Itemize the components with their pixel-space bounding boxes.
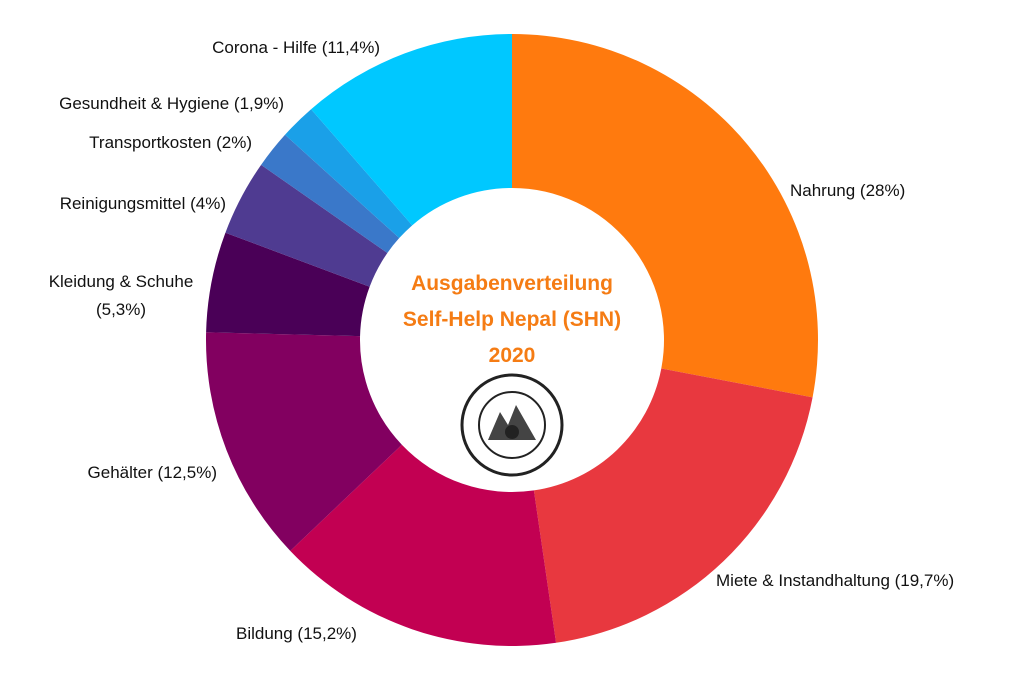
segment-label: Bildung (15,2%) [236,624,357,643]
chart-title: Ausgabenverteilung Self-Help Nepal (SHN)… [402,272,622,367]
logo [460,373,564,477]
segment-label: Kleidung & Schuhe (5,3%) [48,272,194,319]
segment-label: Gehälter (12,5%) [87,463,217,482]
segment-label: Gesundheit & Hygiene (1,9%) [59,94,284,113]
donut-segment [311,33,512,226]
donut-segment [225,164,388,287]
segment-label: Corona - Hilfe (11,4%) [212,38,380,57]
donut-segment [512,34,818,398]
donut-segment [533,368,813,643]
segment-label: Reinigungsmittel (4%) [59,194,226,213]
donut-segment [206,232,370,337]
donut-segment [285,109,413,239]
segment-label: Miete & Instandhaltung (19,7%) [716,571,955,590]
segment-label: Transportkosten (2%) [89,133,252,152]
donut-segment [206,332,402,551]
donut-segment [290,444,557,646]
segment-label: Nahrung (28%) [790,181,906,200]
donut-segment [261,134,400,253]
